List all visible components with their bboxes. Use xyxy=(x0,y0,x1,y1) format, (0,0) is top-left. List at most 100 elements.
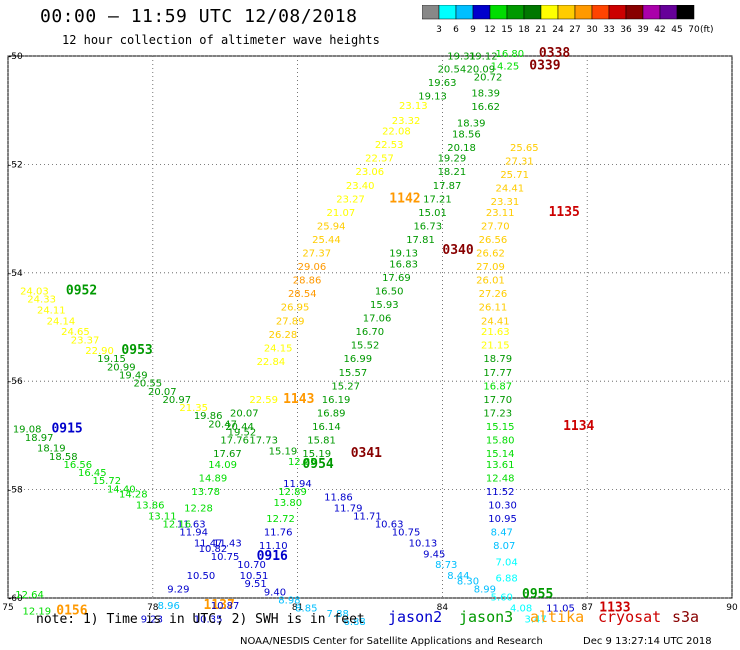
legend-label-3: 3 xyxy=(436,25,442,35)
wave-height-label: 16.89 xyxy=(317,408,346,419)
wave-height-label: 17.21 xyxy=(423,194,452,205)
wave-height-label: 15.27 xyxy=(331,381,360,392)
wave-height-label: 23.11 xyxy=(486,208,515,219)
wave-height-label: 26.56 xyxy=(479,235,508,246)
footer-note: note: 1) Time is in UTC; 2) SWH is in fe… xyxy=(36,612,365,627)
y-tick-label: -58 xyxy=(8,486,23,496)
wave-height-label: 24.33 xyxy=(27,295,56,306)
wave-height-label: 20.09 xyxy=(467,64,496,75)
footer-timestamp: Dec 9 13:27:14 UTC 2018 xyxy=(583,636,712,647)
legend-label-70: 70 xyxy=(688,25,700,35)
wave-height-label: 29.06 xyxy=(298,262,327,273)
legend-label-18: 18 xyxy=(518,25,530,35)
legend-label-15: 15 xyxy=(501,25,512,35)
satellite-label-cryosat: cryosat xyxy=(598,608,662,626)
wave-height-label: 22.84 xyxy=(257,357,286,368)
wave-height-label: 6.88 xyxy=(343,617,365,628)
wave-height-label: 17.73 xyxy=(249,436,278,447)
pass-time-label: 0339 xyxy=(529,59,560,74)
wave-height-label: 18.58 xyxy=(49,452,78,463)
wave-height-label: 23.13 xyxy=(399,101,428,112)
wave-height-label: 23.27 xyxy=(336,194,365,205)
wave-height-label: 13.61 xyxy=(486,460,515,471)
wave-height-label: 27.89 xyxy=(276,316,305,327)
wave-height-label: 18.19 xyxy=(37,444,66,455)
pass-time-label: 0156 xyxy=(56,603,87,618)
wave-height-label: 10.70 xyxy=(237,560,266,571)
legend-label-24: 24 xyxy=(552,25,564,35)
page-title: 00:00 – 11:59 UTC 12/08/2018 xyxy=(40,6,358,27)
wave-height-label: 12.19 xyxy=(22,606,51,617)
wave-height-label: 20.44 xyxy=(225,422,254,433)
wave-height-label: 16.62 xyxy=(471,102,500,113)
legend-unit: (ft) xyxy=(700,25,714,35)
wave-height-label: 26.28 xyxy=(269,330,298,341)
wave-height-label: 10.87 xyxy=(211,601,240,612)
wave-height-label: 14.09 xyxy=(208,460,237,471)
pass-time-label: 0916 xyxy=(257,549,288,564)
wave-height-label: 8.07 xyxy=(493,541,515,552)
pass-time-label: 1142 xyxy=(389,191,420,206)
wave-height-label: 23.40 xyxy=(346,181,375,192)
y-tick-label: -50 xyxy=(8,52,23,62)
wave-height-label: 16.87 xyxy=(483,381,512,392)
wave-height-label: 10.75 xyxy=(211,552,240,563)
wave-height-label: 12.89 xyxy=(278,487,307,498)
wave-height-label: 20.07 xyxy=(230,408,259,419)
wave-height-label: 22.53 xyxy=(375,140,404,151)
pass-time-label: 1133 xyxy=(599,601,630,616)
wave-height-label: 23.06 xyxy=(356,167,385,178)
wave-height-label: 19.63 xyxy=(428,78,457,89)
wave-height-label: 15.57 xyxy=(339,368,368,379)
wave-height-label: 25.65 xyxy=(510,143,539,154)
wave-height-label: 16.14 xyxy=(312,422,341,433)
wave-height-label: 17.87 xyxy=(433,181,462,192)
pass-time-label: 0953 xyxy=(121,343,152,358)
pass-time-label: 0955 xyxy=(522,587,553,602)
wave-height-label: 11.94 xyxy=(283,479,312,490)
wave-height-label: 11.71 xyxy=(353,511,382,522)
wave-height-label: 15.93 xyxy=(370,300,399,311)
legend-label-39: 39 xyxy=(637,25,649,35)
wave-height-label: 10.75 xyxy=(392,528,421,539)
wave-height-label: 24.11 xyxy=(37,305,66,316)
wave-height-label: 27.26 xyxy=(479,289,508,300)
footer-credit: NOAA/NESDIS Center for Satellite Applica… xyxy=(240,636,543,647)
wave-height-label: 11.43 xyxy=(213,539,242,550)
y-tick-label: -52 xyxy=(8,160,23,170)
plot-frame xyxy=(7,55,733,599)
satellite-label-jason3: jason3 xyxy=(459,608,514,626)
wave-height-label: 8.99 xyxy=(474,585,496,596)
wave-height-label: 19.15 xyxy=(97,354,126,365)
wave-height-label: 19.13 xyxy=(418,91,447,102)
wave-height-label: 10.82 xyxy=(199,544,228,555)
wave-height-label: 20.72 xyxy=(474,72,503,83)
wave-height-label: 16.70 xyxy=(356,327,385,338)
wave-height-label: 17.70 xyxy=(483,395,512,406)
wave-height-label: 8.44 xyxy=(447,571,469,582)
pass-time-label: 0954 xyxy=(302,457,333,472)
wave-height-label: 23.32 xyxy=(392,116,421,127)
wave-height-label: 8.85 xyxy=(295,604,317,615)
wave-height-label: 15.19 xyxy=(302,449,331,460)
wave-height-label: 4.08 xyxy=(510,604,532,615)
wave-height-label: 19.29 xyxy=(438,154,467,165)
wave-height-label: 20.54 xyxy=(438,64,467,75)
wave-height-label: 26.11 xyxy=(479,303,508,314)
wave-height-label: 26.95 xyxy=(281,303,310,314)
wave-height-label: 18.39 xyxy=(457,118,486,129)
satellite-label-altika: altika xyxy=(530,608,585,626)
wave-height-label: 12.85 xyxy=(288,457,317,468)
legend-label-12: 12 xyxy=(484,25,495,35)
wave-height-label: 15.14 xyxy=(486,449,515,460)
x-tick-label: 90 xyxy=(726,603,738,613)
wave-height-label: 22.90 xyxy=(85,346,114,357)
wave-height-label: 25.71 xyxy=(500,170,529,181)
wave-height-label: 16.73 xyxy=(413,221,442,232)
wave-height-label: 20.97 xyxy=(162,395,191,406)
wave-height-label: 16.83 xyxy=(389,259,418,270)
legend-label-33: 33 xyxy=(603,25,614,35)
wave-height-label: 11.76 xyxy=(264,528,293,539)
x-tick-label: 78 xyxy=(147,603,159,613)
wave-height-label: 12.28 xyxy=(184,503,213,514)
